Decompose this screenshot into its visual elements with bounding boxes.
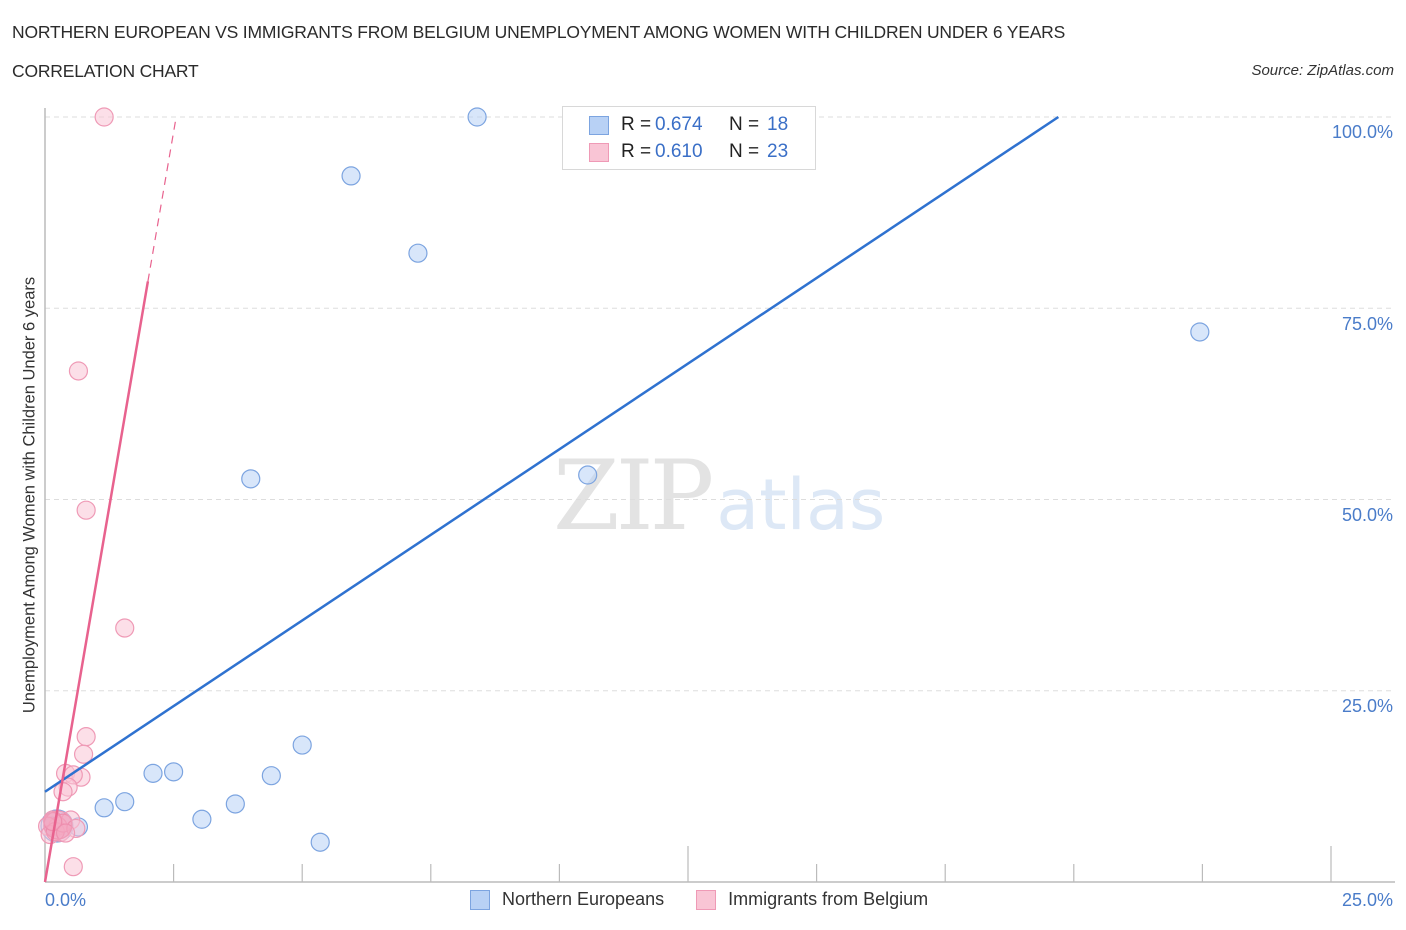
pink-swatch-icon bbox=[589, 142, 609, 162]
trendline-immigrants-from-belgium bbox=[43, 281, 150, 883]
blue-swatch-icon bbox=[589, 115, 609, 135]
chart-title: NORTHERN EUROPEAN VS IMMIGRANTS FROM BEL… bbox=[12, 22, 1066, 42]
trendlines bbox=[43, 115, 1060, 883]
series-legend: Northern Europeans Immigrants from Belgi… bbox=[470, 889, 960, 910]
r-value: 0.610 bbox=[655, 141, 703, 162]
legend-row-northern-europeans: R = 0.674 N = 18 bbox=[589, 113, 788, 137]
n-value: 18 bbox=[767, 114, 789, 135]
data-point bbox=[73, 744, 94, 764]
data-point bbox=[310, 832, 330, 852]
data-point bbox=[94, 107, 114, 127]
blue-swatch-icon bbox=[470, 889, 490, 910]
chart-subtitle: CORRELATION CHART bbox=[12, 61, 199, 81]
n-label: N = bbox=[729, 141, 760, 162]
trendline-northern-europeans bbox=[44, 115, 1060, 793]
series-immigrants-from-belgium bbox=[37, 107, 135, 877]
data-point bbox=[164, 762, 184, 782]
x-tick-25: 25.0% bbox=[1341, 890, 1393, 910]
legend-label: Northern Europeans bbox=[502, 889, 665, 909]
r-value: 0.674 bbox=[655, 114, 703, 135]
r-label: R = bbox=[621, 114, 652, 135]
x-tick-0: 0.0% bbox=[45, 890, 87, 910]
data-point bbox=[94, 798, 114, 818]
n-value: 23 bbox=[767, 141, 789, 162]
legend-item-northern-europeans[interactable]: Northern Europeans bbox=[470, 889, 664, 910]
series-northern-europeans bbox=[40, 107, 1210, 852]
data-point bbox=[192, 809, 212, 829]
data-point bbox=[63, 857, 83, 877]
legend-item-immigrants-from-belgium[interactable]: Immigrants from Belgium bbox=[696, 889, 928, 910]
data-point bbox=[408, 243, 428, 263]
y-tick-75: 75.0% bbox=[1341, 314, 1393, 334]
data-point bbox=[261, 766, 281, 786]
y-axis-label: Unemployment Among Women with Children U… bbox=[20, 276, 39, 714]
data-point bbox=[143, 763, 163, 783]
data-point bbox=[578, 465, 598, 485]
data-point bbox=[76, 727, 96, 747]
r-label: R = bbox=[621, 141, 652, 162]
data-point bbox=[55, 823, 76, 843]
source-label: Source: ZipAtlas.com bbox=[1251, 62, 1394, 79]
data-point bbox=[467, 107, 487, 127]
data-point bbox=[241, 469, 261, 489]
data-point bbox=[68, 361, 89, 381]
correlation-legend: R = 0.674 N = 18 R = 0.610 N = 23 bbox=[562, 106, 816, 170]
data-point-cluster bbox=[43, 810, 73, 840]
trendline-extension-dashed bbox=[147, 116, 177, 282]
data-point bbox=[115, 618, 135, 638]
data-point bbox=[1190, 322, 1210, 342]
y-tick-100: 100.0% bbox=[1331, 122, 1393, 142]
axes bbox=[44, 108, 1395, 883]
data-point bbox=[341, 166, 361, 186]
legend-label: Immigrants from Belgium bbox=[728, 889, 929, 909]
n-label: N = bbox=[729, 114, 760, 135]
data-point bbox=[115, 792, 135, 812]
data-point bbox=[76, 500, 96, 520]
y-tick-25: 25.0% bbox=[1341, 696, 1393, 716]
y-tick-50: 50.0% bbox=[1341, 505, 1393, 525]
pink-swatch-icon bbox=[696, 889, 717, 910]
legend-row-immigrants-from-belgium: R = 0.610 N = 23 bbox=[589, 140, 788, 164]
data-point bbox=[225, 794, 245, 814]
data-point bbox=[292, 735, 312, 755]
gridlines bbox=[45, 116, 1395, 692]
